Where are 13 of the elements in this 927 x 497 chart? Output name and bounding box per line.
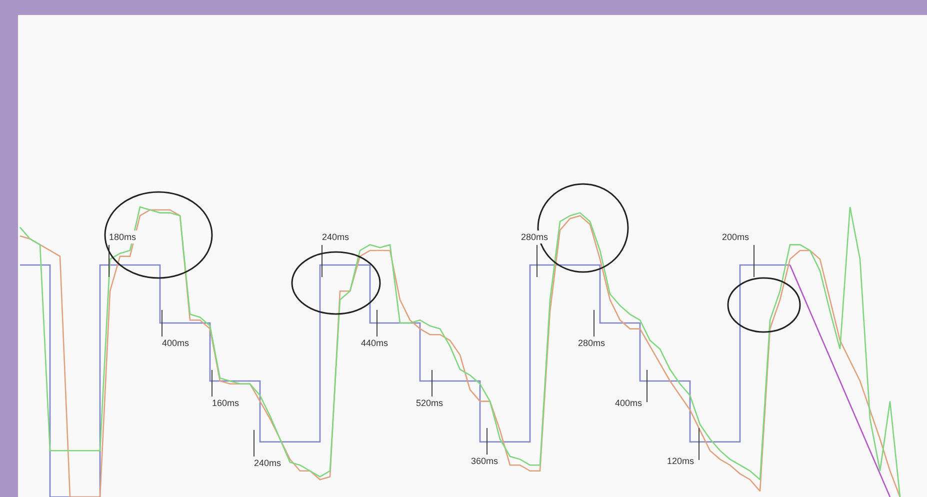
annotation: 280ms (578, 338, 606, 348)
annotation: 200ms (722, 232, 750, 242)
annotation: 440ms (361, 338, 389, 348)
annotation: 240ms (254, 458, 282, 468)
annotation: 520ms (416, 398, 444, 408)
annotation: 400ms (162, 338, 190, 348)
annotation: 280ms (521, 232, 549, 242)
annotation: 400ms (615, 398, 643, 408)
annotation: 120ms (667, 456, 695, 466)
annotation: 360ms (471, 456, 499, 466)
annotation: 240ms (322, 232, 350, 242)
annotation: 180ms (109, 232, 137, 242)
annotation: 160ms (212, 398, 240, 408)
